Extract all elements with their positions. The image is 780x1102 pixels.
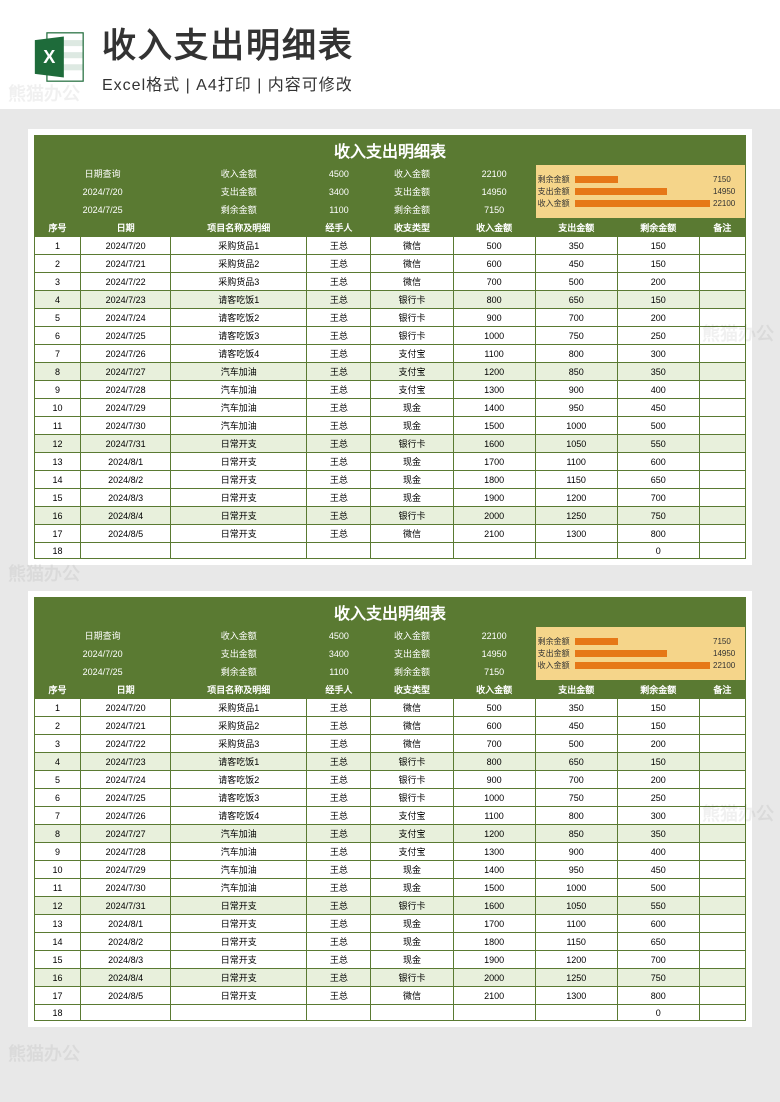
table-row: 52024/7/24请客吃饭2王总银行卡900700200 <box>35 771 746 789</box>
page-subtitle: Excel格式 | A4打印 | 内容可修改 <box>102 71 750 95</box>
column-header: 备注 <box>699 681 745 699</box>
page-header: X 收入支出明细表 Excel格式 | A4打印 | 内容可修改 <box>0 0 780 109</box>
table-row: 132024/8/1日常开支王总现金17001100600 <box>35 453 746 471</box>
table-row: 82024/7/27汽车加油王总支付宝1200850350 <box>35 363 746 381</box>
table-row: 102024/7/29汽车加油王总现金1400950450 <box>35 399 746 417</box>
table-row: 92024/7/28汽车加油王总支付宝1300900400 <box>35 381 746 399</box>
table-row: 82024/7/27汽车加油王总支付宝1200850350 <box>35 825 746 843</box>
column-header: 经手人 <box>307 681 371 699</box>
sheet-title: 收入支出明细表 <box>35 136 746 165</box>
column-header: 项目名称及明细 <box>171 681 307 699</box>
table-row: 162024/8/4日常开支王总银行卡20001250750 <box>35 969 746 987</box>
table-row: 72024/7/26请客吃饭4王总支付宝1100800300 <box>35 345 746 363</box>
table-row: 180 <box>35 1005 746 1021</box>
table-row: 22024/7/21采购货品2王总微信600450150 <box>35 255 746 273</box>
table-row: 12024/7/20采购货品1王总微信500350150 <box>35 237 746 255</box>
column-header: 项目名称及明细 <box>171 219 307 237</box>
column-header: 日期 <box>81 681 171 699</box>
column-header: 备注 <box>699 219 745 237</box>
column-header: 收入金额 <box>453 219 535 237</box>
column-header: 经手人 <box>307 219 371 237</box>
table-row: 32024/7/22采购货品3王总微信700500200 <box>35 735 746 753</box>
table-row: 72024/7/26请客吃饭4王总支付宝1100800300 <box>35 807 746 825</box>
column-header: 日期 <box>81 219 171 237</box>
column-header: 支出金额 <box>535 219 617 237</box>
table-row: 42024/7/23请客吃饭1王总银行卡800650150 <box>35 753 746 771</box>
table-row: 152024/8/3日常开支王总现金19001200700 <box>35 951 746 969</box>
table-row: 22024/7/21采购货品2王总微信600450150 <box>35 717 746 735</box>
column-header: 剩余金额 <box>617 219 699 237</box>
summary-chart: 剩余金额7150支出金额14950收入金额22100 <box>535 165 745 219</box>
sheet-title: 收入支出明细表 <box>35 598 746 627</box>
column-header: 序号 <box>35 681 81 699</box>
column-header: 序号 <box>35 219 81 237</box>
table-row: 180 <box>35 543 746 559</box>
table-row: 122024/7/31日常开支王总银行卡16001050550 <box>35 435 746 453</box>
table-row: 172024/8/5日常开支王总微信21001300800 <box>35 525 746 543</box>
table-row: 42024/7/23请客吃饭1王总银行卡800650150 <box>35 291 746 309</box>
excel-icon: X <box>30 28 88 86</box>
table-row: 112024/7/30汽车加油王总现金15001000500 <box>35 879 746 897</box>
query-label: 日期查询 <box>35 165 171 183</box>
column-header: 收入金额 <box>453 681 535 699</box>
table-row: 112024/7/30汽车加油王总现金15001000500 <box>35 417 746 435</box>
table-row: 132024/8/1日常开支王总现金17001100600 <box>35 915 746 933</box>
table-row: 172024/8/5日常开支王总微信21001300800 <box>35 987 746 1005</box>
column-header: 剩余金额 <box>617 681 699 699</box>
table-row: 152024/8/3日常开支王总现金19001200700 <box>35 489 746 507</box>
table-row: 142024/8/2日常开支王总现金18001150650 <box>35 933 746 951</box>
svg-text:X: X <box>43 47 55 67</box>
sheets-container: 收入支出明细表日期查询收入金额4500收入金额22100剩余金额7150支出金额… <box>0 109 780 1047</box>
page-title: 收入支出明细表 <box>102 18 750 67</box>
table-row: 122024/7/31日常开支王总银行卡16001050550 <box>35 897 746 915</box>
table-row: 32024/7/22采购货品3王总微信700500200 <box>35 273 746 291</box>
table-row: 52024/7/24请客吃饭2王总银行卡900700200 <box>35 309 746 327</box>
sheet-instance: 收入支出明细表日期查询收入金额4500收入金额22100剩余金额7150支出金额… <box>28 129 752 565</box>
table-row: 102024/7/29汽车加油王总现金1400950450 <box>35 861 746 879</box>
column-header: 收支类型 <box>371 219 453 237</box>
summary-chart: 剩余金额7150支出金额14950收入金额22100 <box>535 627 745 681</box>
column-header: 支出金额 <box>535 681 617 699</box>
table-row: 92024/7/28汽车加油王总支付宝1300900400 <box>35 843 746 861</box>
sheet-instance: 收入支出明细表日期查询收入金额4500收入金额22100剩余金额7150支出金额… <box>28 591 752 1027</box>
table-row: 62024/7/25请客吃饭3王总银行卡1000750250 <box>35 789 746 807</box>
table-row: 62024/7/25请客吃饭3王总银行卡1000750250 <box>35 327 746 345</box>
table-row: 12024/7/20采购货品1王总微信500350150 <box>35 699 746 717</box>
query-label: 日期查询 <box>35 627 171 645</box>
table-row: 162024/8/4日常开支王总银行卡20001250750 <box>35 507 746 525</box>
table-row: 142024/8/2日常开支王总现金18001150650 <box>35 471 746 489</box>
column-header: 收支类型 <box>371 681 453 699</box>
